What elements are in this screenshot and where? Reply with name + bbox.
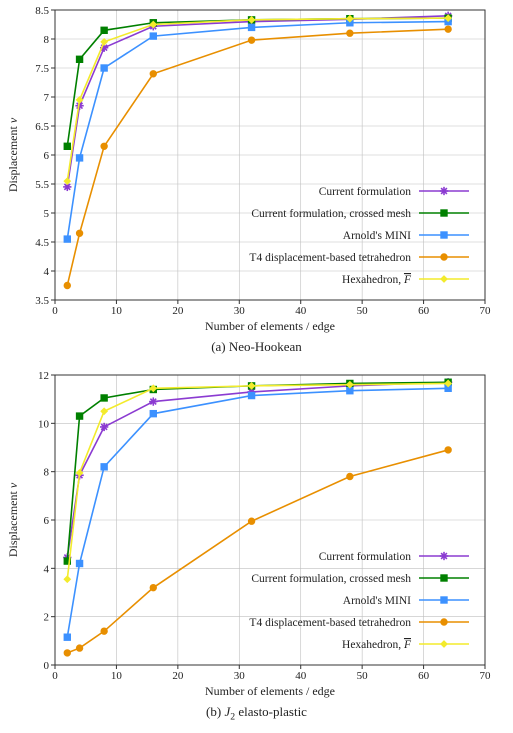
svg-text:3.5: 3.5 bbox=[35, 295, 49, 307]
chart-caption: (b) J2 elasto-plastic bbox=[0, 704, 513, 723]
series-marker bbox=[64, 236, 70, 242]
svg-text:6.5: 6.5 bbox=[35, 121, 49, 133]
svg-text:10: 10 bbox=[111, 670, 123, 682]
series-marker bbox=[445, 26, 451, 32]
svg-text:8: 8 bbox=[44, 467, 50, 479]
svg-text:30: 30 bbox=[234, 305, 246, 317]
svg-text:40: 40 bbox=[295, 670, 307, 682]
svg-text:0: 0 bbox=[44, 660, 50, 672]
svg-text:4: 4 bbox=[44, 563, 50, 575]
series-marker bbox=[248, 518, 254, 524]
series-marker bbox=[248, 37, 254, 43]
svg-text:10: 10 bbox=[38, 418, 50, 430]
svg-text:20: 20 bbox=[172, 305, 184, 317]
svg-text:40: 40 bbox=[295, 305, 307, 317]
series-marker bbox=[101, 395, 107, 401]
svg-text:60: 60 bbox=[418, 305, 430, 317]
series-marker bbox=[64, 650, 70, 656]
series-marker bbox=[101, 65, 107, 71]
series-marker bbox=[101, 628, 107, 634]
svg-text:5: 5 bbox=[44, 208, 50, 220]
series-marker bbox=[76, 413, 82, 419]
series-marker bbox=[64, 282, 70, 288]
series-marker bbox=[64, 634, 70, 640]
chart-panel: 0 10 20 30 40 50 60 70 3.5 4 4.5 5 5.5 6 6.5 7 7.5 8 8.5 Nu… bbox=[0, 0, 513, 355]
series-marker bbox=[101, 27, 107, 33]
chart-panel: 0 10 20 30 40 50 60 70 0 2 4 6 8 10 12 Number of elemen… bbox=[0, 365, 513, 723]
svg-text:20: 20 bbox=[172, 670, 184, 682]
svg-text:5.5: 5.5 bbox=[35, 179, 49, 191]
svg-text:70: 70 bbox=[480, 670, 492, 682]
svg-text:7.5: 7.5 bbox=[35, 63, 49, 75]
svg-text:10: 10 bbox=[111, 305, 123, 317]
legend-label: Current formulation bbox=[319, 551, 412, 563]
svg-text:4: 4 bbox=[44, 266, 50, 278]
x-axis-label: Number of elements / edge bbox=[205, 319, 335, 333]
legend-label: Arnold's MINI bbox=[343, 230, 411, 242]
x-axis-label: Number of elements / edge bbox=[205, 684, 335, 698]
svg-text:50: 50 bbox=[357, 670, 369, 682]
y-axis-label: Displacement v bbox=[6, 117, 20, 192]
chart-caption: (a) Neo-Hookean bbox=[0, 339, 513, 355]
series-marker bbox=[347, 30, 353, 36]
series-marker bbox=[150, 71, 156, 77]
legend-label: T4 displacement-based tetrahedron bbox=[249, 252, 411, 264]
svg-text:8.5: 8.5 bbox=[35, 5, 49, 17]
legend-label: T4 displacement-based tetrahedron bbox=[249, 617, 411, 629]
series-marker bbox=[76, 230, 82, 236]
legend-label: Current formulation, crossed mesh bbox=[251, 208, 411, 220]
legend-label: Arnold's MINI bbox=[343, 595, 411, 607]
series-marker bbox=[150, 584, 156, 590]
svg-text:7: 7 bbox=[44, 92, 50, 104]
series-marker bbox=[64, 143, 70, 149]
svg-text:6: 6 bbox=[44, 515, 50, 527]
y-axis-label: Displacement v bbox=[6, 482, 20, 557]
series-marker bbox=[248, 392, 254, 398]
svg-text:50: 50 bbox=[357, 305, 369, 317]
series-marker bbox=[76, 155, 82, 161]
series-marker bbox=[101, 143, 107, 149]
svg-text:4.5: 4.5 bbox=[35, 237, 49, 249]
legend-label: Current formulation bbox=[319, 186, 412, 198]
legend-label: Hexahedron, F bbox=[342, 274, 412, 286]
series-marker bbox=[248, 24, 254, 30]
svg-text:8: 8 bbox=[44, 34, 50, 46]
series-marker bbox=[445, 447, 451, 453]
chart-1: 0 10 20 30 40 50 60 70 0 2 4 6 8 10 12 Number of elemen… bbox=[0, 365, 500, 700]
series-marker bbox=[150, 33, 156, 39]
svg-text:0: 0 bbox=[52, 305, 58, 317]
chart-0: 0 10 20 30 40 50 60 70 3.5 4 4.5 5 5.5 6 6.5 7 7.5 8 8.5 Nu… bbox=[0, 0, 500, 335]
series-marker bbox=[101, 464, 107, 470]
series-marker bbox=[76, 645, 82, 651]
svg-text:12: 12 bbox=[38, 370, 49, 382]
svg-text:60: 60 bbox=[418, 670, 430, 682]
svg-text:6: 6 bbox=[44, 150, 50, 162]
svg-text:30: 30 bbox=[234, 670, 246, 682]
svg-text:2: 2 bbox=[44, 612, 50, 624]
svg-text:0: 0 bbox=[52, 670, 58, 682]
series-marker bbox=[76, 56, 82, 62]
legend-label: Hexahedron, F bbox=[342, 639, 412, 651]
series-marker bbox=[347, 473, 353, 479]
svg-text:70: 70 bbox=[480, 305, 492, 317]
series-marker bbox=[150, 410, 156, 416]
legend-label: Current formulation, crossed mesh bbox=[251, 573, 411, 585]
series-marker bbox=[76, 560, 82, 566]
